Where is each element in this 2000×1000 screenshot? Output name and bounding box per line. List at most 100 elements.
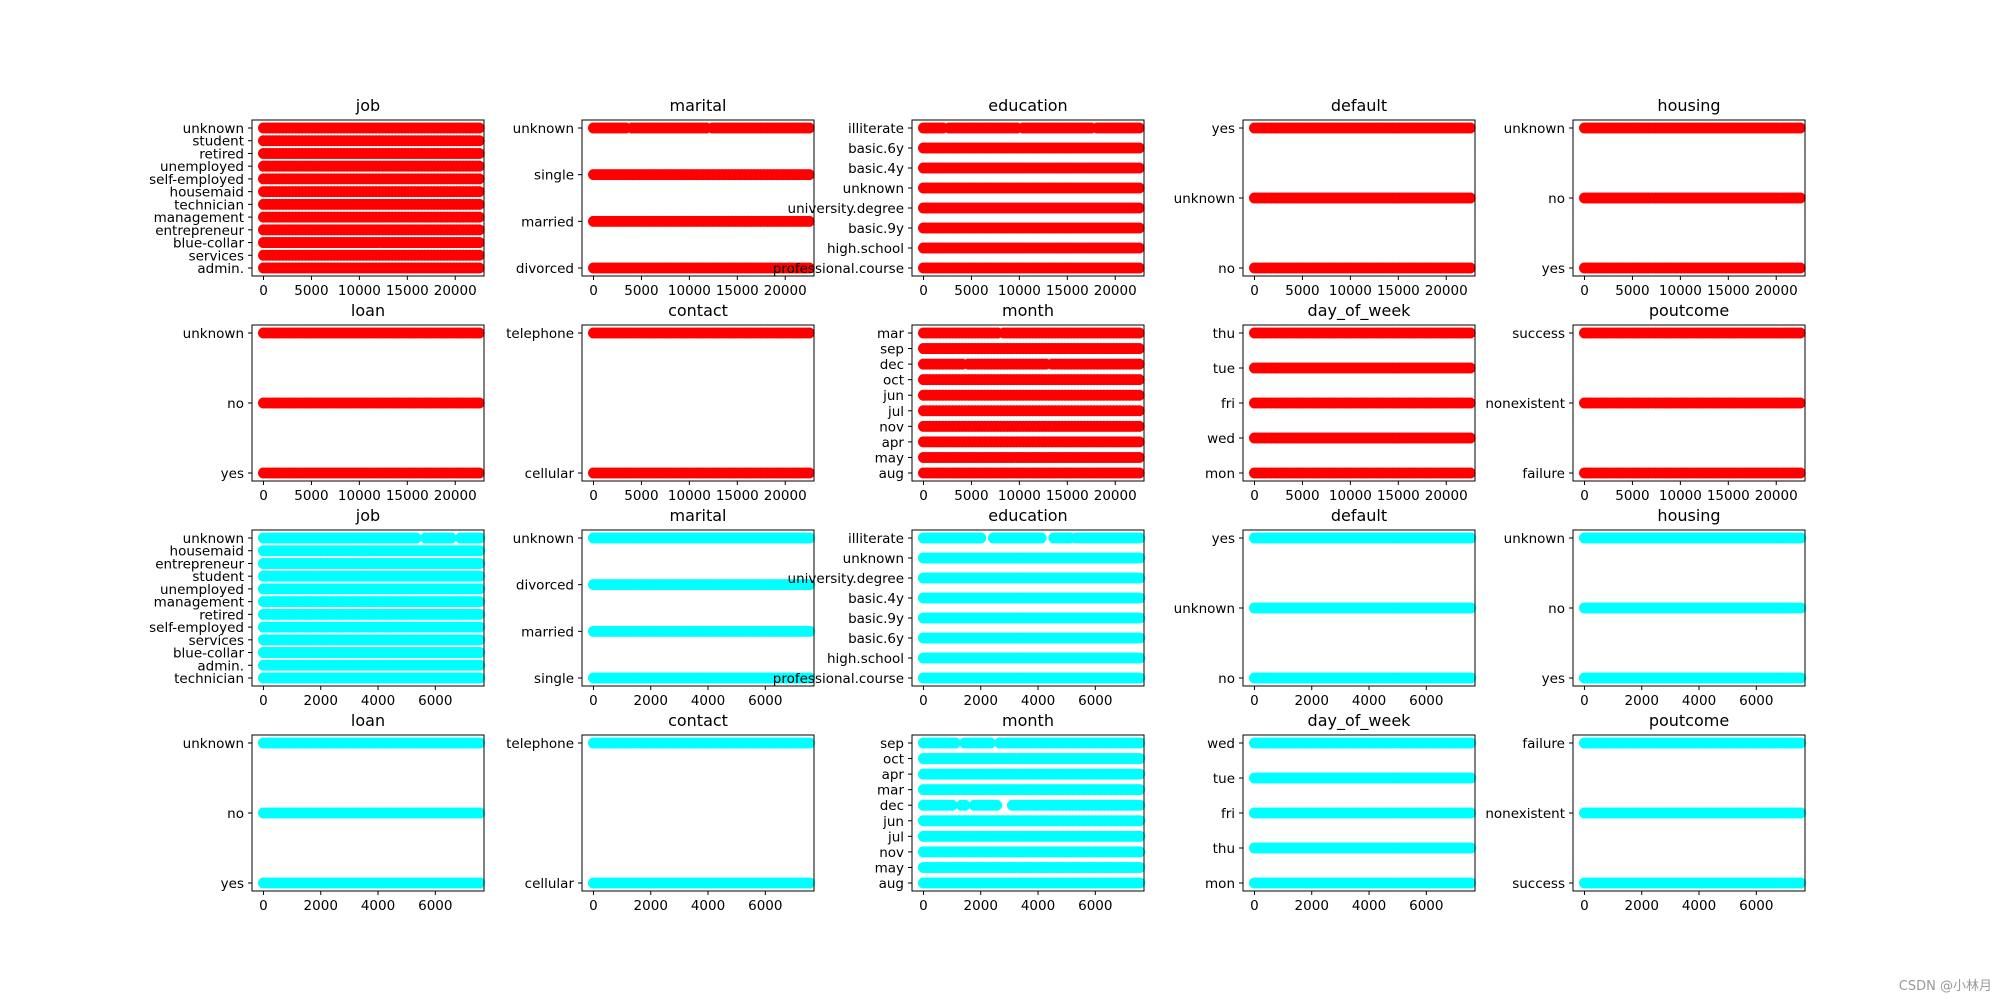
axes-title: month (1002, 301, 1054, 320)
y-tick-label: student (192, 134, 244, 150)
y-tick-label: tue (1213, 361, 1235, 377)
y-tick-label: entrepreneur (155, 223, 244, 239)
y-tick-label: fri (1221, 396, 1235, 412)
point-yes (1464, 122, 1476, 134)
y-tick-label: apr (882, 435, 905, 451)
y-tick-label: unemployed (160, 159, 244, 175)
y-tick-label: may (875, 450, 904, 466)
point-basic.4y (1133, 162, 1145, 174)
point-university.degree (1133, 202, 1145, 214)
point-mar (1133, 327, 1145, 339)
point-professional.course (1133, 262, 1145, 274)
points-poutcome (1579, 327, 1806, 479)
axes-title: marital (670, 96, 727, 115)
point-unknown (1464, 192, 1476, 204)
point-unknown (445, 532, 457, 544)
y-tick-label: unknown (1174, 191, 1235, 207)
point-unknown (803, 122, 815, 134)
point-jul (1133, 405, 1145, 417)
point-illiterate (1133, 122, 1145, 134)
x-tick-label: 5000 (1285, 488, 1319, 504)
x-tick-label: 20000 (1755, 283, 1798, 299)
x-tick-label: 15000 (1046, 488, 1089, 504)
x-tick-label: 5000 (954, 283, 988, 299)
y-tick-label: jul (887, 404, 904, 420)
point-no (473, 397, 485, 409)
x-tick-label: 20000 (764, 283, 807, 299)
point-self-employed (473, 173, 485, 185)
axes-title: marital (670, 506, 727, 525)
y-tick-label: failure (1522, 466, 1565, 482)
x-tick-label: 5000 (1615, 488, 1649, 504)
x-tick-label: 10000 (1659, 488, 1702, 504)
axes-title: loan (351, 301, 385, 320)
axes-title: default (1331, 96, 1387, 115)
x-tick-label: 0 (259, 283, 268, 299)
y-tick-label: oct (883, 373, 904, 389)
x-tick-label: 6000 (418, 693, 452, 709)
point-nonexistent (1794, 397, 1806, 409)
point-management (473, 211, 485, 223)
point-single (803, 169, 815, 181)
x-tick-label: 20000 (764, 488, 807, 504)
point-unknown (1133, 182, 1145, 194)
axes-frame (251, 119, 485, 277)
y-tick-label: telephone (506, 326, 574, 342)
y-tick-label: university.degree (788, 201, 904, 217)
axes-title: job (355, 96, 380, 115)
x-tick-label: 20000 (1094, 283, 1137, 299)
x-tick-label: 15000 (386, 488, 429, 504)
point-mon (1464, 467, 1476, 479)
x-tick-label: 5000 (954, 488, 988, 504)
y-tick-label: unknown (513, 531, 574, 547)
point-failure (1794, 467, 1806, 479)
y-tick-label: services (189, 248, 244, 264)
y-tick-label: illiterate (848, 121, 904, 137)
x-tick-label: 6000 (748, 693, 782, 709)
points-job (258, 122, 485, 274)
x-tick-label: 10000 (1329, 488, 1372, 504)
point-entrepreneur (473, 224, 485, 236)
x-tick-label: 0 (1580, 283, 1589, 299)
y-tick-label: success (1512, 326, 1565, 342)
point-tue (1464, 362, 1476, 374)
point-housemaid (473, 186, 485, 198)
point-no (1794, 192, 1806, 204)
y-tick-label: no (1218, 261, 1235, 277)
point-technician (473, 198, 485, 210)
axes-frame (581, 119, 815, 277)
axes-title: job (355, 506, 380, 525)
x-tick-label: 15000 (1046, 283, 1089, 299)
x-tick-label: 20000 (434, 283, 477, 299)
axes-title: housing (1657, 96, 1720, 115)
point-success (1794, 327, 1806, 339)
points-month (918, 327, 1145, 479)
y-tick-label: wed (1207, 431, 1235, 447)
x-tick-label: 5000 (1285, 283, 1319, 299)
y-tick-label: no (1548, 191, 1565, 207)
points-education (918, 122, 1145, 274)
subplot-education-2: educationprofessional.coursehigh.schoolb… (773, 506, 1146, 709)
point-thu (1464, 327, 1476, 339)
points-job (257, 532, 486, 684)
x-tick-label: 20000 (1094, 488, 1137, 504)
x-tick-label: 5000 (1615, 283, 1649, 299)
point-services (473, 249, 485, 261)
y-tick-label: yes (1212, 121, 1235, 137)
x-tick-label: 0 (589, 693, 598, 709)
axes-title: day_of_week (1308, 301, 1412, 321)
axes-title: poutcome (1649, 301, 1729, 320)
y-tick-label: unknown (183, 531, 244, 547)
point-sep (1133, 343, 1145, 355)
y-tick-label: no (227, 396, 244, 412)
x-tick-label: 10000 (668, 488, 711, 504)
y-tick-label: divorced (516, 261, 574, 277)
x-tick-label: 20000 (434, 488, 477, 504)
x-tick-label: 0 (589, 488, 598, 504)
y-tick-label: self-employed (149, 172, 244, 188)
point-unknown (473, 122, 485, 134)
